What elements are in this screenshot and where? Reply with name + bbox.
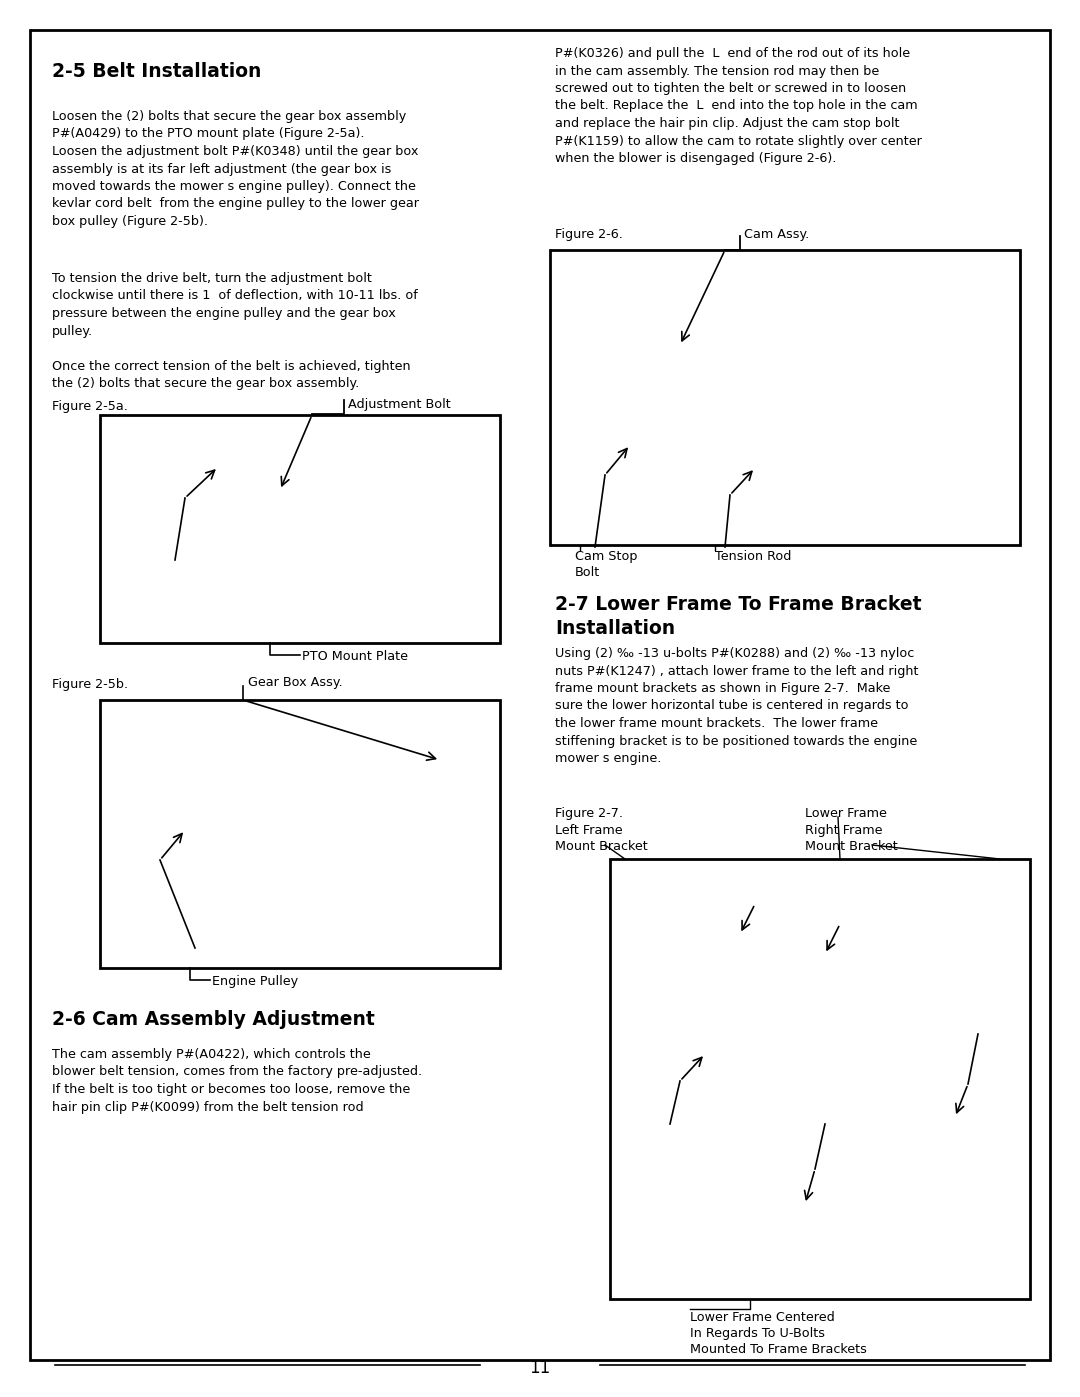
Text: Right Frame
Mount Bracket: Right Frame Mount Bracket (805, 824, 897, 854)
Text: Lower Frame Centered
In Regards To U-Bolts
Mounted To Frame Brackets: Lower Frame Centered In Regards To U-Bol… (690, 1310, 867, 1356)
Text: 2-6 Cam Assembly Adjustment: 2-6 Cam Assembly Adjustment (52, 1010, 375, 1030)
Text: 2-7 Lower Frame To Frame Bracket
Installation: 2-7 Lower Frame To Frame Bracket Install… (555, 595, 921, 637)
Text: Engine Pulley: Engine Pulley (212, 975, 298, 988)
Text: The cam assembly P#(A0422), which controls the
blower belt tension, comes from t: The cam assembly P#(A0422), which contro… (52, 1048, 422, 1113)
Text: Cam Assy.: Cam Assy. (744, 228, 809, 242)
Text: PTO Mount Plate: PTO Mount Plate (302, 650, 408, 664)
Bar (550, 250, 1020, 545)
Text: 2-5 Belt Installation: 2-5 Belt Installation (52, 61, 261, 81)
Text: Figure 2-5a.: Figure 2-5a. (52, 400, 127, 414)
Text: Using (2) ‰ -13 u-bolts P#(K0288) and (2) ‰ -13 nyloc
nuts P#(K1247) , attach lo: Using (2) ‰ -13 u-bolts P#(K0288) and (2… (555, 647, 918, 766)
Text: Lower Frame: Lower Frame (805, 807, 887, 820)
Bar (610, 859, 1030, 1299)
Text: Cam Stop
Bolt: Cam Stop Bolt (575, 550, 637, 578)
Text: Tension Rod: Tension Rod (715, 550, 792, 563)
Text: Figure 2-6.: Figure 2-6. (555, 228, 623, 242)
Text: P#(K0326) and pull the  L  end of the rod out of its hole
in the cam assembly. T: P#(K0326) and pull the L end of the rod … (555, 47, 922, 165)
Bar (100, 415, 500, 643)
Text: Once the correct tension of the belt is achieved, tighten
the (2) bolts that sec: Once the correct tension of the belt is … (52, 360, 410, 391)
Text: Loosen the (2) bolts that secure the gear box assembly
P#(A0429) to the PTO moun: Loosen the (2) bolts that secure the gea… (52, 110, 419, 228)
Bar (100, 700, 500, 968)
Text: Figure 2-7.: Figure 2-7. (555, 807, 623, 820)
Text: Gear Box Assy.: Gear Box Assy. (248, 676, 342, 689)
Text: Figure 2-5b.: Figure 2-5b. (52, 678, 129, 692)
Text: 11: 11 (529, 1359, 551, 1377)
Text: Adjustment Bolt: Adjustment Bolt (348, 398, 450, 411)
Text: To tension the drive belt, turn the adjustment bolt
clockwise until there is 1  : To tension the drive belt, turn the adju… (52, 272, 418, 338)
Text: Left Frame
Mount Bracket: Left Frame Mount Bracket (555, 824, 648, 854)
